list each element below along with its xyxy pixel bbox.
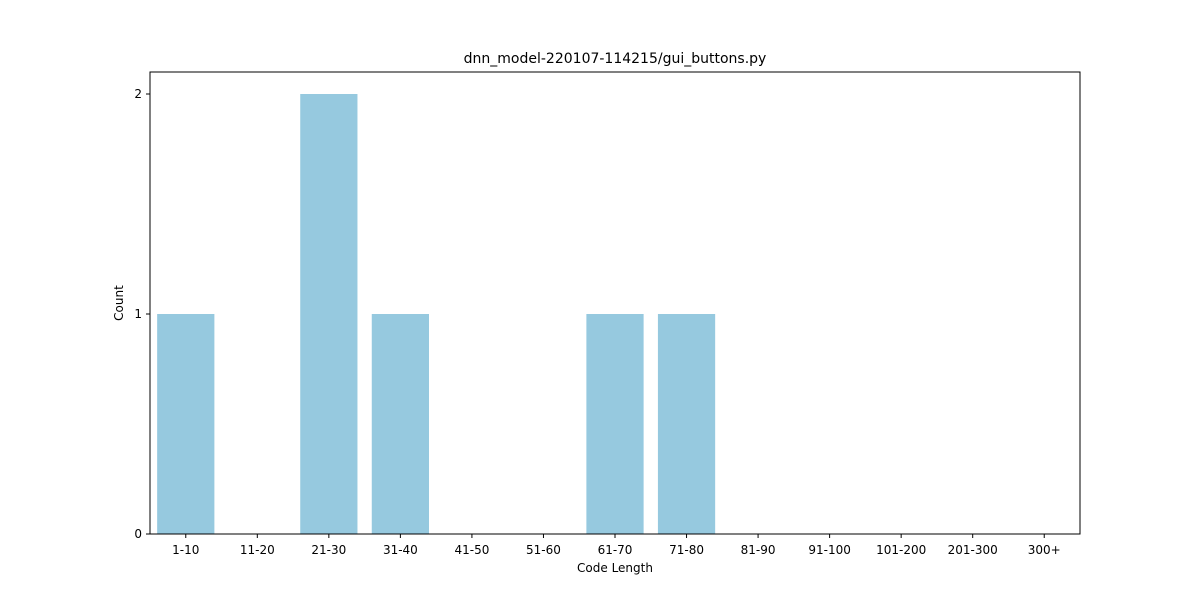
x-tick-label: 31-40 <box>383 543 418 557</box>
x-tick-label: 91-100 <box>808 543 851 557</box>
bars-group <box>157 94 716 534</box>
bar-21-30 <box>300 94 358 534</box>
x-tick-label: 61-70 <box>598 543 633 557</box>
bar-61-70 <box>586 314 644 534</box>
x-tick-label: 300+ <box>1028 543 1061 557</box>
x-tick-label: 21-30 <box>311 543 346 557</box>
bar-1-10 <box>157 314 215 534</box>
x-tick-label: 51-60 <box>526 543 561 557</box>
y-tick-label: 1 <box>134 307 142 321</box>
y-axis-label: Count <box>112 285 126 321</box>
x-axis: 1-10 11-20 21-30 31-40 41-50 51-60 61-70 71-80 8… <box>172 534 1061 557</box>
y-tick-label: 2 <box>134 87 142 101</box>
bar-71-80 <box>657 314 716 534</box>
x-tick-label: 1-10 <box>172 543 199 557</box>
x-axis-label: Code Length <box>577 561 653 575</box>
x-tick-label: 101-200 <box>876 543 926 557</box>
x-tick-label: 71-80 <box>669 543 704 557</box>
y-tick-label: 0 <box>134 527 142 541</box>
y-axis: 0 1 2 <box>134 87 150 541</box>
bar-31-40 <box>371 314 429 534</box>
x-tick-label: 201-300 <box>948 543 998 557</box>
x-tick-label: 11-20 <box>240 543 275 557</box>
x-tick-label: 81-90 <box>741 543 776 557</box>
x-tick-label: 41-50 <box>454 543 489 557</box>
chart-title: dnn_model-220107-114215/gui_buttons.py <box>464 51 767 67</box>
